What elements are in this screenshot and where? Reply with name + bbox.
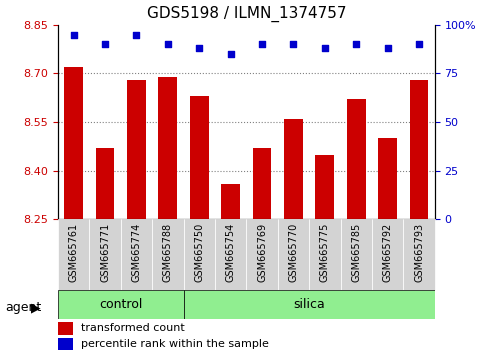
Bar	[253, 148, 271, 219]
Bar	[410, 80, 428, 219]
Text: GSM665770: GSM665770	[288, 223, 298, 282]
Bar	[284, 119, 303, 219]
FancyBboxPatch shape	[246, 219, 278, 290]
FancyBboxPatch shape	[372, 219, 403, 290]
Bar	[315, 155, 334, 219]
Point	[164, 41, 172, 47]
Text: transformed count: transformed count	[81, 323, 185, 333]
Bar	[158, 77, 177, 219]
Point	[353, 41, 360, 47]
Bar	[221, 184, 240, 219]
Text: GSM665750: GSM665750	[194, 223, 204, 282]
Point	[227, 51, 235, 57]
FancyBboxPatch shape	[184, 219, 215, 290]
FancyBboxPatch shape	[58, 290, 184, 319]
Point	[133, 32, 141, 37]
FancyBboxPatch shape	[278, 219, 309, 290]
Text: GSM665774: GSM665774	[131, 223, 142, 282]
Text: GSM665792: GSM665792	[383, 223, 393, 282]
Bar	[58, 338, 73, 350]
FancyBboxPatch shape	[121, 219, 152, 290]
Bar	[127, 80, 146, 219]
Point	[321, 45, 328, 51]
FancyBboxPatch shape	[184, 290, 435, 319]
Text: GSM665793: GSM665793	[414, 223, 424, 282]
Text: GSM665788: GSM665788	[163, 223, 173, 282]
Text: GSM665769: GSM665769	[257, 223, 267, 282]
FancyBboxPatch shape	[215, 219, 246, 290]
Point	[290, 41, 298, 47]
FancyBboxPatch shape	[309, 219, 341, 290]
Bar	[64, 67, 83, 219]
FancyBboxPatch shape	[152, 219, 184, 290]
Bar	[347, 99, 366, 219]
Text: GSM665785: GSM665785	[351, 223, 361, 282]
Bar	[190, 96, 209, 219]
Text: GSM665771: GSM665771	[100, 223, 110, 282]
Point	[384, 45, 392, 51]
FancyBboxPatch shape	[58, 219, 89, 290]
Text: GSM665775: GSM665775	[320, 223, 330, 282]
Bar	[378, 138, 397, 219]
Point	[70, 32, 78, 37]
Text: silica: silica	[293, 298, 325, 311]
Text: ▶: ▶	[31, 302, 41, 314]
Text: agent: agent	[5, 302, 41, 314]
FancyBboxPatch shape	[403, 219, 435, 290]
Bar	[58, 322, 73, 335]
Text: percentile rank within the sample: percentile rank within the sample	[81, 339, 269, 349]
Point	[195, 45, 203, 51]
Point	[258, 41, 266, 47]
Text: control: control	[99, 298, 142, 311]
FancyBboxPatch shape	[89, 219, 121, 290]
Text: GSM665754: GSM665754	[226, 223, 236, 282]
Point	[415, 41, 423, 47]
Title: GDS5198 / ILMN_1374757: GDS5198 / ILMN_1374757	[146, 6, 346, 22]
FancyBboxPatch shape	[341, 219, 372, 290]
Point	[101, 41, 109, 47]
Bar	[96, 148, 114, 219]
Text: GSM665761: GSM665761	[69, 223, 79, 282]
